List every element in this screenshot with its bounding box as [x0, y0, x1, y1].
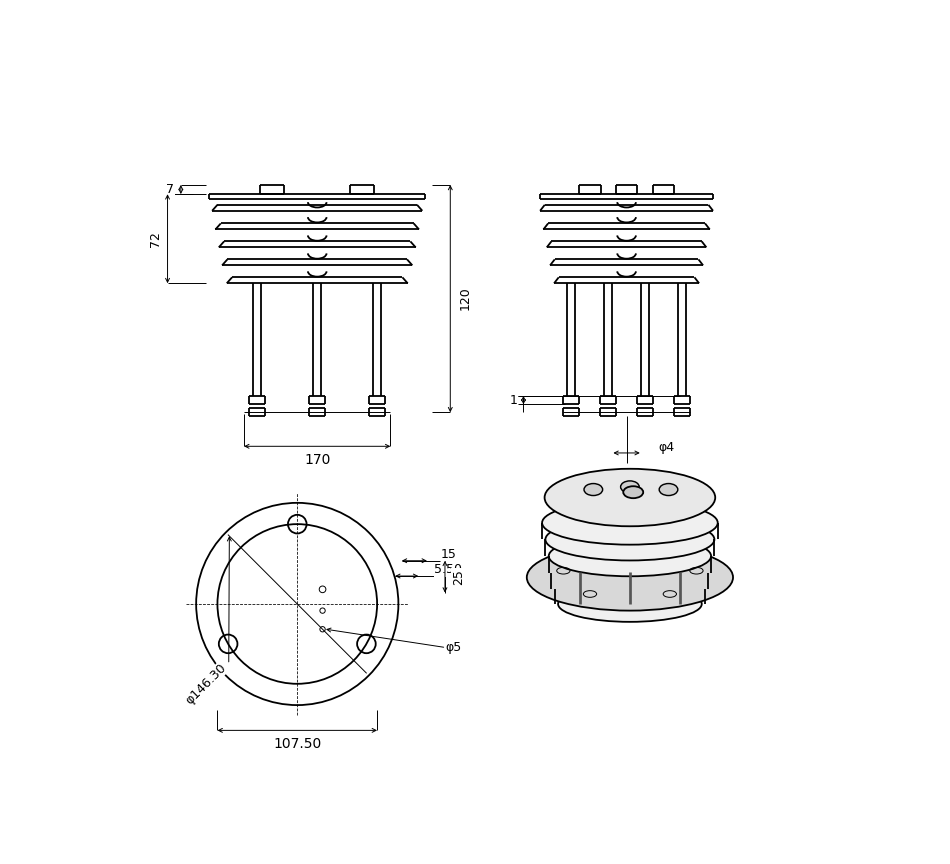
Ellipse shape [544, 469, 715, 526]
Ellipse shape [623, 486, 643, 499]
Ellipse shape [551, 553, 709, 592]
Ellipse shape [527, 544, 733, 611]
Text: 15: 15 [441, 548, 456, 561]
Text: 25: 25 [452, 569, 465, 585]
Ellipse shape [545, 518, 714, 561]
Ellipse shape [659, 484, 677, 496]
Text: 1: 1 [509, 394, 518, 407]
Ellipse shape [620, 481, 639, 492]
Text: 107.50: 107.50 [274, 737, 321, 751]
Ellipse shape [558, 586, 702, 622]
Text: 5.50: 5.50 [434, 562, 463, 576]
Text: 120: 120 [459, 287, 471, 310]
Text: φ4: φ4 [658, 442, 674, 454]
Text: 7: 7 [166, 183, 174, 196]
Ellipse shape [584, 484, 602, 496]
Ellipse shape [549, 536, 711, 576]
Ellipse shape [555, 570, 705, 608]
Ellipse shape [542, 501, 718, 544]
Text: 72: 72 [149, 231, 162, 246]
Text: φ5: φ5 [445, 641, 461, 654]
Text: φ146.30: φ146.30 [183, 661, 229, 707]
Text: 170: 170 [304, 453, 331, 467]
